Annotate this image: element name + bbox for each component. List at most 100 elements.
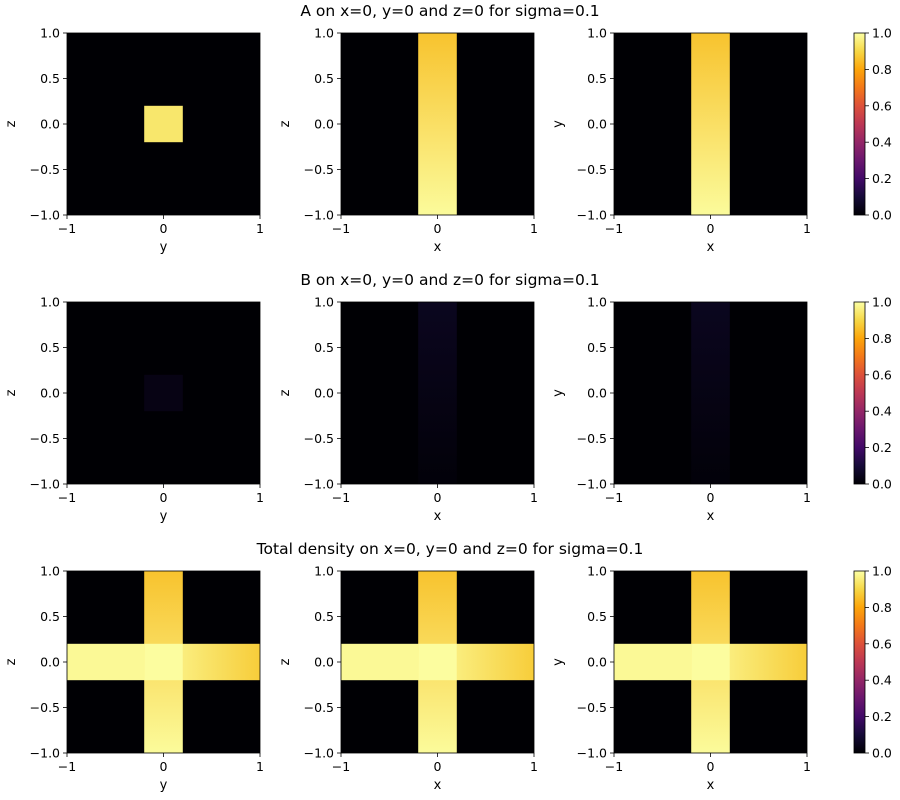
heatmap-panel-0-2: −1 0 1 1.0 0.5 0.0 −0.5 −1.0 x y [551, 26, 811, 256]
heatmap-region-0 [691, 33, 730, 215]
y-tick-label: 0.0 [40, 386, 60, 401]
colorbar-tick-label: 1.0 [872, 564, 892, 579]
y-axis-label: z [4, 389, 19, 396]
x-tick-label: 0 [160, 221, 168, 236]
heatmap-panel-1-2: −1 0 1 1.0 0.5 0.0 −0.5 −1.0 x y [551, 295, 811, 525]
y-tick-label: 0.0 [587, 386, 607, 401]
heatmap-region-0 [144, 105, 183, 143]
colorbar-tick-label: 1.0 [872, 295, 892, 310]
x-axis-label: y [160, 240, 168, 255]
y-tick-label: 1.0 [314, 295, 334, 310]
y-tick-label: 0.5 [40, 340, 60, 355]
colorbar-tick-label: 0.8 [872, 62, 892, 77]
row-title: A on x=0, y=0 and z=0 for sigma=0.1 [300, 2, 599, 20]
y-tick-label: 1.0 [587, 295, 607, 310]
y-tick-label: −1.0 [30, 208, 60, 223]
y-tick-label: −0.5 [304, 162, 334, 177]
x-tick-label: −1 [332, 759, 350, 774]
y-tick-label: −1.0 [577, 477, 607, 492]
colorbar-gradient [853, 32, 866, 216]
x-tick-label: 0 [160, 490, 168, 505]
colorbar-tick-label: 0.0 [872, 746, 892, 761]
x-tick-label: −1 [58, 221, 76, 236]
x-tick-label: 1 [256, 490, 264, 505]
y-tick-label: 0.5 [587, 609, 607, 624]
x-tick-label: 1 [530, 759, 538, 774]
x-tick-label: 1 [256, 759, 264, 774]
x-tick-label: 0 [707, 759, 715, 774]
y-axis-label: z [278, 658, 293, 665]
y-tick-label: 0.5 [40, 609, 60, 624]
figure-row-0: A on x=0, y=0 and z=0 for sigma=0.1 −1 0 1 1… [4, 2, 892, 255]
x-tick-label: −1 [58, 759, 76, 774]
y-tick-label: 0.5 [587, 340, 607, 355]
figure-row-1: B on x=0, y=0 and z=0 for sigma=0.1 −1 0 1 1… [4, 271, 892, 524]
colorbar-tick-label: 0.6 [872, 636, 892, 651]
y-tick-label: 1.0 [314, 26, 334, 41]
y-tick-label: 1.0 [40, 564, 60, 579]
y-tick-label: −1.0 [304, 746, 334, 761]
x-axis-label: y [160, 509, 168, 524]
y-tick-label: −0.5 [577, 700, 607, 715]
x-tick-label: 0 [434, 221, 442, 236]
row-title: B on x=0, y=0 and z=0 for sigma=0.1 [300, 271, 599, 289]
y-tick-label: 1.0 [314, 564, 334, 579]
y-tick-label: 0.0 [314, 655, 334, 670]
colorbar-tick-label: 0.6 [872, 98, 892, 113]
y-tick-label: 0.0 [314, 386, 334, 401]
heatmap-panel-0-1: −1 0 1 1.0 0.5 0.0 −0.5 −1.0 x z [278, 26, 538, 256]
x-tick-label: −1 [605, 490, 623, 505]
heatmap-region-0 [418, 302, 457, 484]
heatmap-panel-1-1: −1 0 1 1.0 0.5 0.0 −0.5 −1.0 x z [278, 295, 538, 525]
heatmap-region-2 [691, 643, 730, 681]
heatmap-region-0 [691, 302, 730, 484]
y-tick-label: −1.0 [304, 208, 334, 223]
y-axis-label: z [278, 120, 293, 127]
y-tick-label: −1.0 [577, 208, 607, 223]
colorbar-tick-label: 0.2 [872, 709, 892, 724]
y-tick-label: 0.0 [587, 117, 607, 132]
y-tick-label: −0.5 [577, 431, 607, 446]
colorbar-1: 0.0 0.2 0.4 0.6 0.8 1.0 [853, 295, 892, 492]
heatmap-panel-2-0: −1 0 1 1.0 0.5 0.0 −0.5 −1.0 y z [4, 564, 264, 794]
y-tick-label: −0.5 [577, 162, 607, 177]
x-tick-label: 0 [707, 490, 715, 505]
colorbar-tick-label: 0.4 [872, 135, 892, 150]
heatmap-region-2 [418, 643, 457, 681]
colorbar-tick-label: 0.2 [872, 440, 892, 455]
x-tick-label: −1 [332, 221, 350, 236]
heatmap-panel-2-2: −1 0 1 1.0 0.5 0.0 −0.5 −1.0 x y [551, 564, 811, 794]
y-tick-label: 0.5 [40, 71, 60, 86]
y-axis-label: z [4, 658, 19, 665]
heatmap-region-0 [418, 33, 457, 215]
y-tick-label: 0.0 [314, 117, 334, 132]
colorbar-tick-label: 1.0 [872, 26, 892, 41]
y-tick-label: 1.0 [587, 564, 607, 579]
x-tick-label: 1 [530, 221, 538, 236]
y-axis-label: z [278, 389, 293, 396]
y-tick-label: −1.0 [30, 477, 60, 492]
y-tick-label: −1.0 [304, 477, 334, 492]
x-tick-label: 1 [530, 490, 538, 505]
y-tick-label: 1.0 [587, 26, 607, 41]
y-tick-label: −0.5 [304, 700, 334, 715]
x-axis-label: x [707, 509, 715, 524]
x-tick-label: 0 [160, 759, 168, 774]
y-tick-label: −0.5 [30, 162, 60, 177]
y-axis-label: y [551, 658, 566, 666]
y-tick-label: 0.0 [587, 655, 607, 670]
x-axis-label: y [160, 778, 168, 793]
colorbar-tick-label: 0.0 [872, 477, 892, 492]
colorbar-tick-label: 0.8 [872, 331, 892, 346]
x-tick-label: 0 [707, 221, 715, 236]
colorbar-tick-label: 0.4 [872, 673, 892, 688]
colorbar-tick-label: 0.4 [872, 404, 892, 419]
x-axis-label: x [707, 240, 715, 255]
x-axis-label: x [707, 778, 715, 793]
x-tick-label: −1 [605, 759, 623, 774]
y-tick-label: −1.0 [577, 746, 607, 761]
y-tick-label: −0.5 [30, 431, 60, 446]
colorbar-0: 0.0 0.2 0.4 0.6 0.8 1.0 [853, 26, 892, 223]
row-title: Total density on x=0, y=0 and z=0 for si… [256, 540, 644, 558]
